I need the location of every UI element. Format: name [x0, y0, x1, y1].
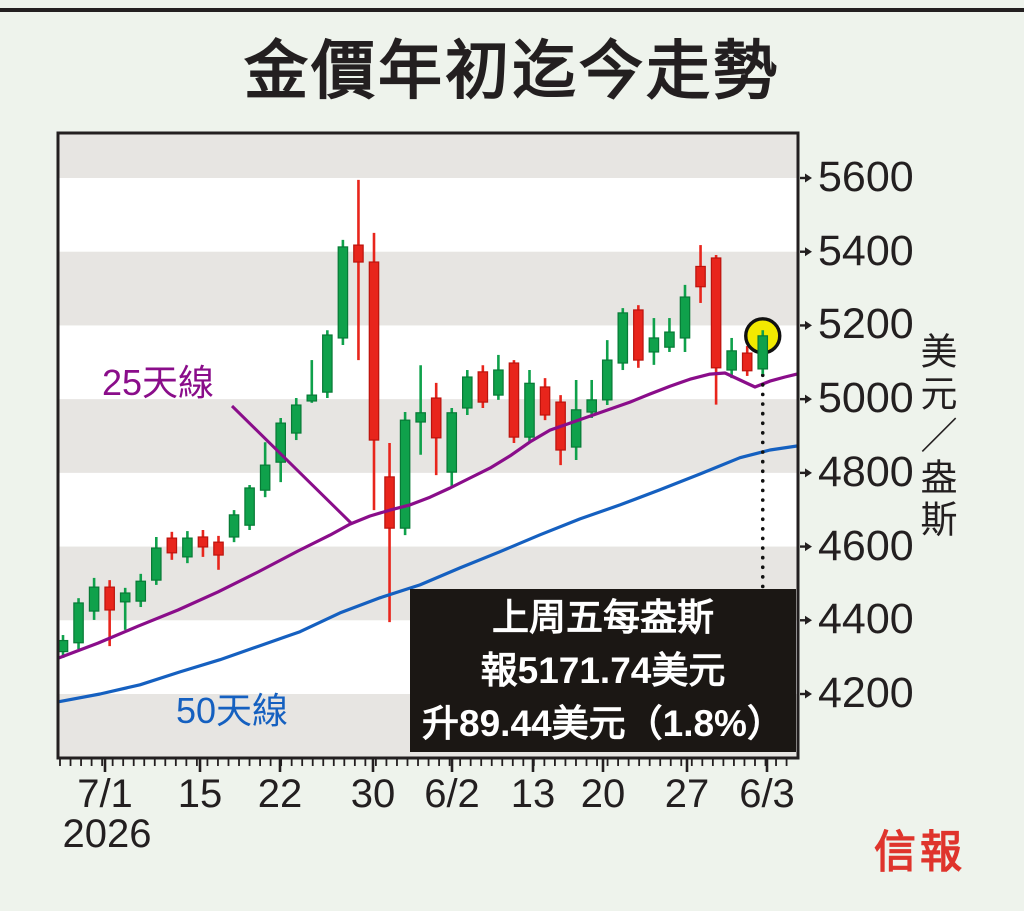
- y-tick-label-4200: 4200: [818, 669, 914, 717]
- y-tick-label-5400: 5400: [818, 226, 914, 275]
- candle-body: [679, 296, 691, 339]
- annotation-line-3: 升89.44美元（1.8%）: [422, 703, 784, 744]
- x-axis-year-label: 2026: [62, 812, 152, 856]
- x-tick-label-20: 20: [580, 772, 626, 816]
- candles: [57, 179, 769, 658]
- candle-body: [73, 602, 84, 644]
- candle-body: [353, 244, 364, 263]
- y-tick-arrow: [805, 615, 812, 625]
- ma25-callout-line: [230, 404, 353, 525]
- candle-body: [368, 261, 380, 441]
- page-title: 金價年初迄今走勢: [244, 35, 780, 107]
- y-tick-arrow: [805, 468, 812, 478]
- y-tick-label-5000: 5000: [818, 374, 914, 423]
- price-annotation-box: 上周五每盎斯 報5171.74美元 升89.44美元（1.8%）: [410, 589, 796, 752]
- highlighted-candle: [757, 330, 769, 375]
- candle-body: [648, 337, 660, 353]
- candle-body: [88, 586, 100, 612]
- hkej-logo: 信報: [874, 825, 967, 878]
- y-tick-arrow: [805, 689, 812, 699]
- candle-body: [182, 537, 193, 558]
- candle-body: [633, 309, 644, 361]
- plot-frame: [56, 131, 800, 760]
- candle-body: [399, 419, 411, 529]
- candle-body: [695, 265, 706, 288]
- candle-body: [741, 352, 753, 372]
- candle-body: [151, 547, 162, 581]
- candle-body: [228, 514, 240, 538]
- y-tick-label-4400: 4400: [818, 595, 914, 644]
- candle-body: [415, 412, 426, 423]
- y-tick-label-5200: 5200: [818, 300, 914, 349]
- y-tick-arrow: [805, 394, 812, 404]
- candle-body: [493, 369, 504, 396]
- y-tick-label-5600: 5600: [818, 153, 914, 201]
- y-tick-arrow: [805, 320, 812, 330]
- candle-body: [586, 399, 597, 413]
- candle-body: [430, 397, 442, 439]
- candle-body: [570, 409, 582, 448]
- x-axis-ticks: [59, 759, 788, 772]
- grid-stripe: [58, 133, 798, 178]
- annotation-line-2: 報5171.74美元: [480, 650, 726, 691]
- x-tick-label-7/1: 7/1: [77, 772, 133, 816]
- y-axis-ticks: [800, 173, 812, 699]
- candle-body: [135, 580, 147, 602]
- candle-body: [446, 412, 458, 473]
- candle-body: [664, 331, 675, 348]
- y-tick-arrow: [805, 173, 812, 183]
- candle-body: [477, 371, 489, 403]
- x-tick-label-30: 30: [350, 772, 396, 816]
- candle-body: [213, 541, 224, 556]
- candle-body: [197, 536, 209, 548]
- candle-body: [275, 422, 286, 463]
- x-tick-label-27: 27: [664, 772, 710, 816]
- ma50-line-label: 50天線: [176, 690, 289, 731]
- ma25-line: [58, 371, 798, 660]
- candle-body: [710, 257, 722, 369]
- candle-body: [104, 586, 115, 611]
- x-tick-label-22: 22: [257, 772, 303, 816]
- grid-stripe: [58, 399, 798, 473]
- candle-body: [601, 359, 613, 401]
- y-tick-arrow: [805, 542, 812, 552]
- x-tick-label-13: 13: [510, 772, 556, 816]
- x-tick-label-6/2: 6/2: [424, 772, 480, 816]
- candle-body: [384, 476, 395, 529]
- grid-stripe: [58, 251, 798, 326]
- x-tick-label-6/3: 6/3: [739, 772, 795, 816]
- candle-body: [524, 382, 535, 438]
- candle-body: [244, 487, 255, 526]
- candle-body: [462, 376, 473, 409]
- x-tick-label-15: 15: [177, 772, 223, 816]
- candle-body: [617, 312, 629, 364]
- candle-body: [539, 386, 551, 416]
- candle-body: [306, 394, 318, 402]
- candle-body: [757, 335, 769, 370]
- ma25-line-label: 25天線: [102, 362, 215, 403]
- y-tick-arrow: [805, 247, 812, 257]
- candle-body: [290, 404, 302, 434]
- top-border-rule: [0, 8, 1024, 12]
- y-tick-label-4800: 4800: [818, 447, 914, 496]
- candle-body: [259, 464, 271, 491]
- candle-body: [57, 639, 69, 653]
- ma50-line: [58, 444, 798, 704]
- candle-body: [337, 246, 349, 339]
- candle-body: [726, 350, 737, 371]
- candle-body: [508, 362, 520, 438]
- candle-body: [119, 592, 131, 603]
- candle-body: [166, 537, 178, 554]
- y-tick-label-4600: 4600: [818, 521, 914, 570]
- annotation-line-1: 上周五每盎斯: [492, 597, 714, 638]
- y-axis-unit-label: 美元／盎斯: [915, 332, 956, 542]
- candle-body: [322, 334, 333, 393]
